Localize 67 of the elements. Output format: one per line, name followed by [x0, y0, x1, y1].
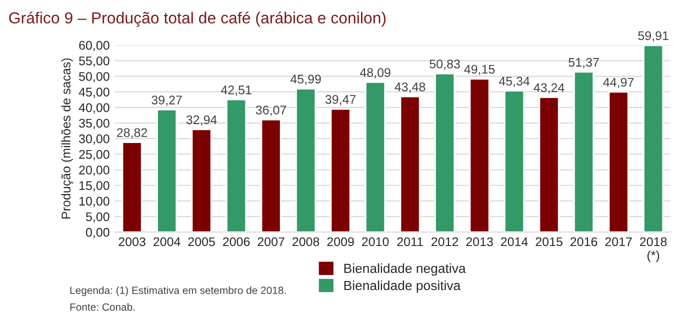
data-label: 32,94	[186, 115, 217, 126]
bar	[643, 45, 664, 232]
bar	[608, 91, 629, 232]
bar	[574, 71, 594, 232]
y-tick-label: 50,00	[79, 72, 110, 82]
data-label: 28,82	[117, 128, 148, 139]
data-label: 42,51	[220, 86, 252, 96]
chart-title: Gráfico 9 – Produção total de café (arábica e conilon)	[9, 12, 386, 27]
data-label: 49,15	[464, 64, 495, 76]
bar	[156, 109, 178, 232]
bar	[400, 96, 420, 232]
x-tick-label: 2007	[258, 237, 284, 246]
y-tick-label: 30,00	[79, 134, 110, 145]
x-tick-label: 2013	[466, 237, 493, 246]
x-tick-label: 2008	[292, 237, 320, 246]
bar	[260, 118, 282, 232]
text: Legenda: (1) Estimativa em setembro de 2018.	[70, 286, 286, 296]
x-tick-label: 2010	[362, 237, 389, 246]
x-tick-label: 2011	[397, 237, 423, 246]
y-tick-label: 0,00	[86, 228, 110, 238]
x-tick-label: 2015	[536, 237, 562, 246]
y-axis-title: Produção (milhões de sacas)	[61, 58, 73, 219]
data-label: 59,91	[638, 31, 668, 42]
data-label: 39,27	[152, 96, 182, 106]
legend-label: Bienalidade positiva	[344, 280, 461, 293]
source-note: Fonte: Conab.	[70, 303, 135, 311]
data-label: 51,37	[568, 58, 599, 68]
y-tick-label: 25,00	[79, 150, 110, 160]
x-tick-label: 2017	[605, 237, 632, 246]
y-tick-label: 40,00	[78, 103, 110, 114]
bar	[122, 142, 142, 232]
bar	[330, 108, 351, 232]
x-tick-label: 2016	[570, 237, 598, 246]
x-tick-label: 2004	[154, 237, 180, 246]
x-tick-label: 2009	[327, 237, 354, 246]
bar	[504, 90, 525, 232]
bar	[296, 88, 316, 232]
y-tick-label: 60,00	[79, 40, 110, 52]
data-label: 44,97	[603, 78, 634, 88]
data-label: 39,47	[325, 94, 356, 106]
data-label: 36,07	[256, 106, 286, 116]
x-tick-label: 2014	[501, 237, 528, 246]
data-label: 43,24	[534, 83, 564, 94]
bar	[538, 96, 560, 232]
bar	[191, 128, 212, 232]
data-label: 45,99	[290, 74, 321, 85]
y-tick-label: 10,00	[79, 196, 110, 208]
y-tick-label: 20,00	[79, 166, 110, 176]
data-label: 45,34	[498, 76, 530, 88]
data-label: 50,83	[430, 60, 460, 70]
bar	[469, 78, 490, 232]
bar	[434, 72, 456, 232]
data-label: 43,48	[394, 82, 426, 93]
bar	[226, 98, 247, 232]
bar	[365, 82, 386, 232]
y-tick-label: 45,00	[78, 88, 110, 98]
x-tick-label: 2006	[223, 237, 250, 246]
x-tick-label: 2018 (*)	[640, 237, 667, 262]
y-tick-label: 15,00	[79, 181, 110, 192]
x-tick-label: 2012	[432, 237, 458, 246]
y-tick-label: 55,00	[79, 56, 110, 67]
y-tick-label: 5,00	[86, 212, 110, 223]
y-tick-label: 35,00	[79, 118, 110, 130]
legend-label: Bienalidade negativa	[344, 263, 466, 276]
data-label: 48,09	[360, 68, 390, 78]
x-tick-label: 2003	[118, 237, 146, 246]
x-tick-label: 2005	[188, 237, 215, 246]
